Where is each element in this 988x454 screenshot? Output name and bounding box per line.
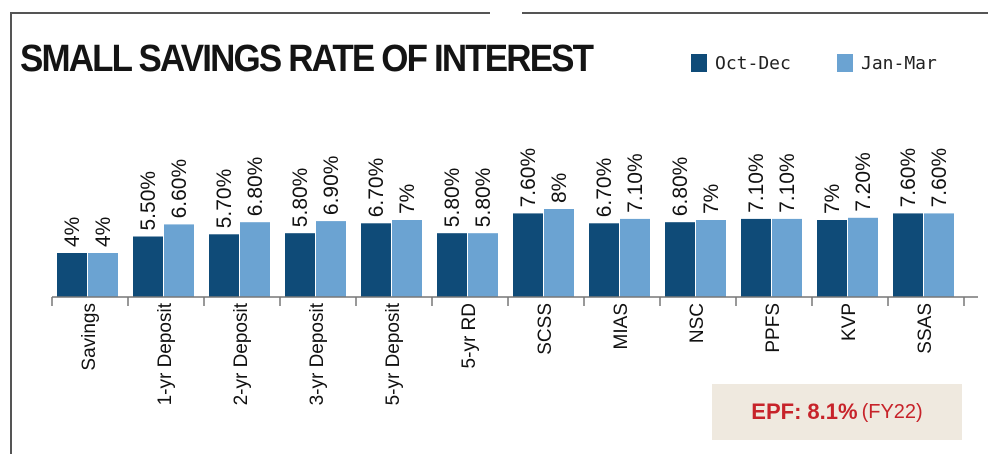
value-label-jan-mar-0: 4% bbox=[92, 217, 115, 247]
value-label-oct-dec-4: 6.70% bbox=[365, 158, 388, 218]
value-label-jan-mar-3: 6.90% bbox=[320, 156, 343, 216]
category-label-2: 2-yr Deposit bbox=[231, 302, 252, 405]
bar-jan-mar-7 bbox=[620, 218, 650, 297]
category-label-4: 5-yr Deposit bbox=[383, 302, 404, 405]
value-label-oct-dec-11: 7.60% bbox=[897, 148, 920, 208]
value-label-oct-dec-8: 6.80% bbox=[669, 157, 692, 217]
epf-annotation: EPF: 8.1% (FY22) bbox=[712, 384, 962, 440]
category-label-7: MIAS bbox=[611, 303, 632, 349]
bar-jan-mar-9 bbox=[772, 218, 802, 297]
value-label-jan-mar-2: 6.80% bbox=[244, 157, 267, 217]
category-label-0: Savings bbox=[79, 303, 100, 371]
value-label-oct-dec-7: 6.70% bbox=[593, 158, 616, 218]
bar-jan-mar-4 bbox=[392, 220, 422, 297]
value-label-jan-mar-6: 8% bbox=[548, 173, 571, 203]
bar-jan-mar-10 bbox=[848, 217, 878, 297]
epf-value: 8.1% bbox=[807, 399, 858, 424]
value-label-oct-dec-5: 5.80% bbox=[441, 168, 464, 228]
category-label-9: PPFS bbox=[763, 303, 784, 353]
bar-jan-mar-6 bbox=[544, 209, 574, 297]
bar-oct-dec-7 bbox=[589, 223, 619, 297]
frame-top-border-right bbox=[522, 12, 988, 14]
bar-jan-mar-8 bbox=[696, 220, 726, 297]
value-label-jan-mar-8: 7% bbox=[700, 184, 723, 214]
value-label-jan-mar-7: 7.10% bbox=[624, 153, 647, 213]
frame-top-border-left bbox=[10, 12, 490, 14]
value-label-oct-dec-10: 7% bbox=[821, 184, 844, 214]
value-label-jan-mar-1: 6.60% bbox=[168, 159, 191, 219]
value-label-oct-dec-3: 5.80% bbox=[289, 168, 312, 228]
legend-item-oct-dec: Oct-Dec bbox=[691, 52, 791, 74]
bar-jan-mar-0 bbox=[88, 253, 118, 297]
category-label-10: KVP bbox=[839, 303, 860, 341]
bar-jan-mar-2 bbox=[240, 222, 270, 297]
category-label-11: SSAS bbox=[915, 303, 936, 354]
epf-label: EPF: bbox=[751, 399, 802, 424]
bar-oct-dec-1 bbox=[133, 236, 163, 297]
category-label-1: 1-yr Deposit bbox=[155, 302, 176, 405]
legend-label-jan-mar: Jan-Mar bbox=[861, 52, 937, 74]
legend-swatch-oct-dec bbox=[691, 54, 707, 72]
bar-oct-dec-4 bbox=[361, 223, 391, 297]
value-label-oct-dec-0: 4% bbox=[61, 217, 84, 247]
value-label-jan-mar-11: 7.60% bbox=[928, 148, 951, 208]
legend-label-oct-dec: Oct-Dec bbox=[715, 52, 791, 74]
bar-oct-dec-3 bbox=[285, 233, 315, 297]
legend-item-jan-mar: Jan-Mar bbox=[837, 52, 937, 74]
bar-oct-dec-0 bbox=[57, 253, 87, 297]
bar-oct-dec-11 bbox=[893, 213, 923, 297]
bar-jan-mar-5 bbox=[468, 233, 498, 297]
bar-jan-mar-3 bbox=[316, 221, 346, 297]
value-label-oct-dec-6: 7.60% bbox=[517, 148, 540, 208]
category-label-8: NSC bbox=[687, 303, 708, 343]
value-label-oct-dec-1: 5.50% bbox=[137, 171, 160, 231]
value-label-jan-mar-10: 7.20% bbox=[852, 152, 875, 212]
category-label-5: 5-yr RD bbox=[459, 303, 480, 368]
bar-oct-dec-5 bbox=[437, 233, 467, 297]
value-label-jan-mar-5: 5.80% bbox=[472, 168, 495, 228]
value-label-oct-dec-2: 5.70% bbox=[213, 169, 236, 229]
chart-title: SMALL SAVINGS RATE OF INTEREST bbox=[20, 38, 594, 80]
frame-left-border bbox=[10, 12, 12, 454]
bar-oct-dec-6 bbox=[513, 213, 543, 297]
bar-oct-dec-2 bbox=[209, 234, 239, 297]
epf-note: (FY22) bbox=[861, 400, 923, 423]
bar-oct-dec-9 bbox=[741, 218, 771, 297]
legend-swatch-jan-mar bbox=[837, 54, 853, 72]
bar-jan-mar-1 bbox=[164, 224, 194, 297]
value-label-jan-mar-4: 7% bbox=[396, 184, 419, 214]
bar-oct-dec-8 bbox=[665, 222, 695, 297]
value-label-oct-dec-9: 7.10% bbox=[745, 153, 768, 213]
category-label-6: SCSS bbox=[535, 303, 556, 355]
category-label-3: 3-yr Deposit bbox=[307, 302, 328, 405]
bar-jan-mar-11 bbox=[924, 213, 954, 297]
value-label-jan-mar-9: 7.10% bbox=[776, 153, 799, 213]
bar-oct-dec-10 bbox=[817, 220, 847, 297]
